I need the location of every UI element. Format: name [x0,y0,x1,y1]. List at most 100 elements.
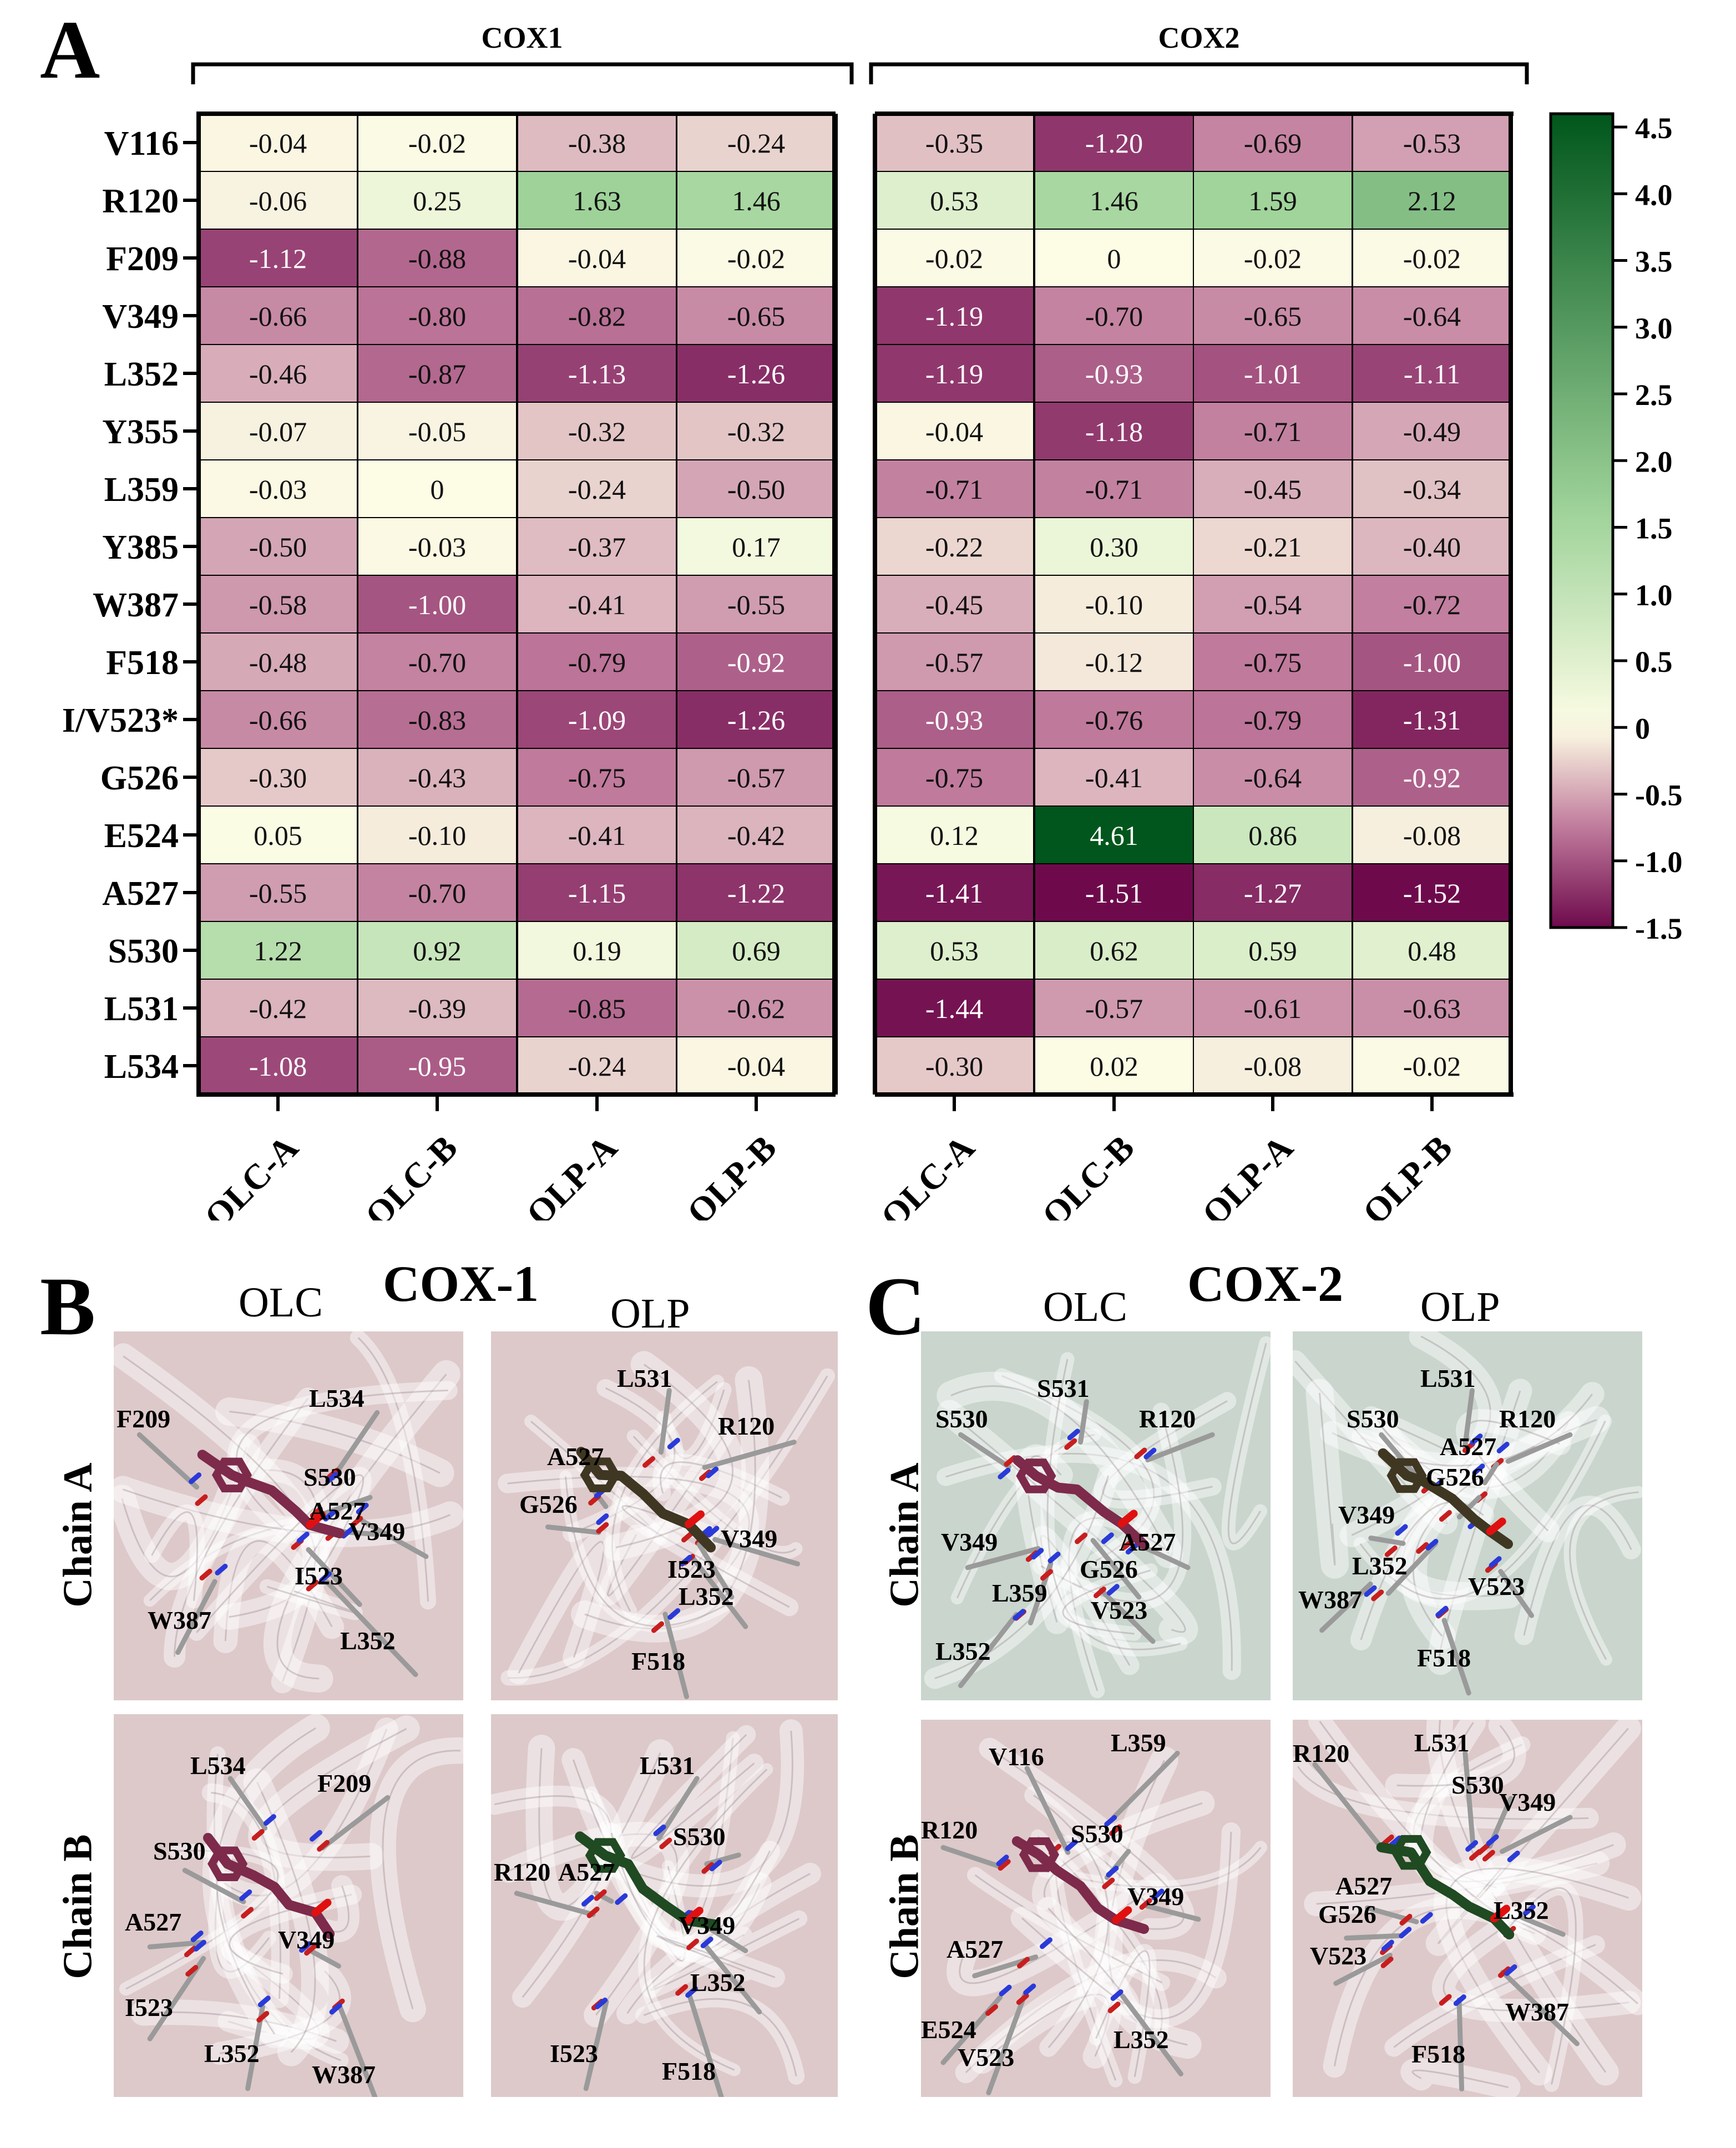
ribbon-edge [607,1434,725,1597]
residue-label: L531 [1420,1364,1476,1392]
atom-bond [1395,1524,1408,1536]
cell-value-label: -0.08 [1403,820,1461,851]
atom-bond [700,1936,713,1948]
atom-bond [193,1939,206,1952]
residue-label: S530 [1451,1771,1504,1799]
heatmap-cell [357,1036,517,1095]
atom-bond [685,1986,699,1998]
cell-value-label: -0.85 [568,993,626,1024]
colorbar-tick-label: -1.0 [1635,845,1682,879]
residue-stick [227,1776,268,1831]
residue-stick [1145,1432,1215,1463]
ribbon [1305,1379,1349,1579]
ligand-ring [1391,1835,1431,1870]
cell-value-label: -1.19 [925,301,983,332]
protein-render [924,1336,1271,1699]
atom-bond [195,1494,208,1506]
atom-bond [999,1984,1012,1997]
heatmap-cell [198,979,358,1037]
residue-label: L531 [640,1751,695,1780]
ribbon [143,1518,297,1607]
atom-bond [581,1894,595,1907]
cox1-olc-chain-a-structure: F209 L534 S530 A527 V349 I523 W387 L352 [114,1331,463,1700]
heatmap-cell [357,921,517,980]
heatmap-cell [676,921,836,980]
residue-label: E524 [921,2015,976,2044]
cox2-title: COX-2 [1187,1255,1344,1312]
cell-value-label: -0.10 [408,820,466,851]
ribbon [1293,1756,1599,1830]
residue-label: F518 [1417,1644,1471,1672]
residue-stick [182,1868,246,1904]
ribbon [188,1467,372,1641]
cox1-chain-b-label: Chain B [55,1834,101,1979]
cell-value-label: -0.64 [1403,301,1461,332]
ribbon [1339,1331,1502,1548]
ribbon-edge [1316,1862,1598,1905]
heatmap-cell [1193,921,1353,980]
heatmap-cell [1193,229,1353,287]
heatmap-cell [357,171,517,230]
atom-bond [1384,1545,1398,1557]
ligand-ring [211,1457,252,1493]
ribbon [1426,1720,1619,2086]
atom-bond [318,1571,332,1583]
heatmap-cell [1193,748,1353,807]
ribbon-edge [214,1887,270,1973]
residue-stick [1120,1993,1183,2076]
atom-bond [1139,1898,1152,1910]
cell-value-label: -1.00 [408,589,466,620]
cell-value-label: -0.02 [925,243,983,274]
residue-stick [583,1999,609,2091]
atom-bond [1040,1569,1053,1581]
residue-stick [958,1432,1011,1470]
heatmap-cell [676,1036,836,1095]
residue-label: L352 [1494,1896,1549,1924]
ribbon-edge [1523,1504,1632,1636]
residue-label: L352 [935,1637,991,1665]
atom-bond [706,1526,720,1538]
cell-value-label: -0.30 [925,1051,983,1082]
cell-value-label: -0.92 [727,647,785,678]
ribbon [114,1433,261,1590]
group-bracket-cox1: COX1 [191,21,854,84]
cell-value-label: -0.55 [249,878,307,909]
ribbon [937,1371,1183,1568]
residue-label: A527 [1119,1528,1176,1556]
atom-bond [1399,1927,1412,1939]
atom-bond [257,1995,271,2008]
residue-label: V349 [1499,1788,1556,1816]
ribbon [652,1454,790,1506]
residue-label: F209 [117,1405,171,1433]
residue-label: V349 [1338,1501,1395,1529]
residue-stick [330,1410,380,1481]
ribbon [350,1331,437,1610]
heatmap-cell [1034,863,1194,922]
residue-label: F518 [631,1647,686,1675]
cell-value-label: -0.12 [1085,647,1143,678]
residue-stick [1441,1618,1471,1696]
cell-value-label: -1.01 [1244,358,1302,389]
ligand-ring [585,1838,625,1873]
atom-bond [1047,1551,1061,1563]
ribbon [656,1382,732,1466]
residue-stick [147,1956,206,2041]
residue-stick [986,1992,1028,2095]
atom-bond [615,1893,628,1905]
column-labels: OLC-A OLC-B OLP-A OLP-B OLC-A OLC-B OLP-A OLP-B [197,1095,1460,1220]
cell-value-label: 0.53 [930,185,979,216]
ribbon-edge [382,1750,460,2009]
ribbon [524,1415,668,1546]
ribbon [1425,1720,1641,1956]
cell-value-label: -1.44 [925,993,983,1024]
atom-bond [1439,1509,1452,1522]
residue-stick [545,1524,601,1535]
ribbon-edge [276,1374,447,1680]
cell-value-label: -0.50 [727,474,785,505]
cell-value-label: -0.71 [925,474,983,505]
heatmap-cell [1352,344,1512,403]
residue-stick [1142,1903,1201,1922]
atom-bond [296,1531,310,1543]
cell-value-label: -0.66 [249,705,307,736]
